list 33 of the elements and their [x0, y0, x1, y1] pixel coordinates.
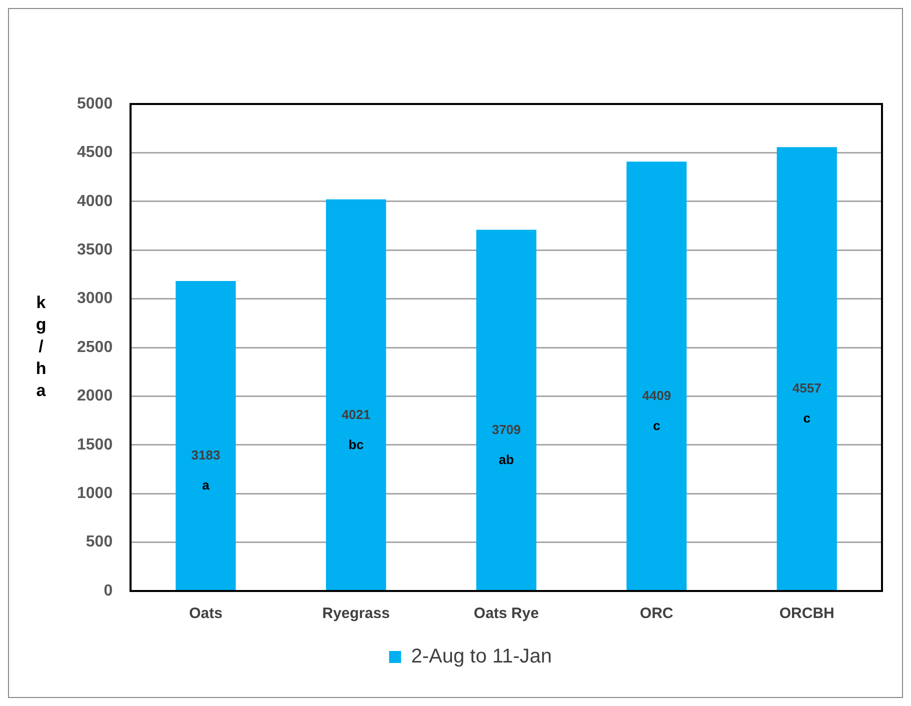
bar: [176, 280, 236, 590]
annotation: a: [202, 478, 210, 493]
legend-label: 2-Aug to 11-Jan: [411, 646, 552, 668]
y-tick-label: 2500: [77, 338, 113, 356]
y-tick-label: 1500: [77, 436, 113, 454]
y-tick-label: 2000: [77, 388, 113, 405]
annotation: ab: [498, 452, 514, 467]
x-tick-label: ORCBH: [779, 605, 834, 622]
data-label: 4557: [792, 380, 822, 396]
y-tick-label: 4500: [77, 144, 113, 162]
bar: [626, 162, 687, 590]
y-tick-label: 0: [104, 582, 113, 600]
data-label: 3709: [492, 422, 521, 437]
bar: [476, 230, 536, 590]
y-axis-title: kg/ha: [36, 293, 46, 400]
annotation: c: [803, 410, 810, 426]
bar: [776, 147, 837, 590]
y-tick-label: 500: [86, 534, 113, 551]
data-label: 3183: [191, 448, 220, 463]
data-label: 4409: [642, 388, 672, 403]
y-tick-label: 3000: [77, 290, 113, 308]
y-tick-label: 1000: [77, 485, 113, 502]
y-tick-label: 3500: [77, 242, 113, 259]
bar: [326, 199, 386, 590]
x-tick-label: Ryegrass: [322, 605, 390, 622]
data-label: 4021: [342, 406, 370, 422]
annotation: c: [652, 418, 660, 433]
x-tick-label: Oats Rye: [474, 605, 539, 622]
y-tick-label: 5000: [77, 95, 113, 112]
x-tick-label: Oats: [189, 605, 222, 622]
x-tick-label: ORC: [640, 605, 674, 622]
annotation: bc: [348, 436, 364, 452]
y-tick-label: 4000: [77, 192, 113, 210]
